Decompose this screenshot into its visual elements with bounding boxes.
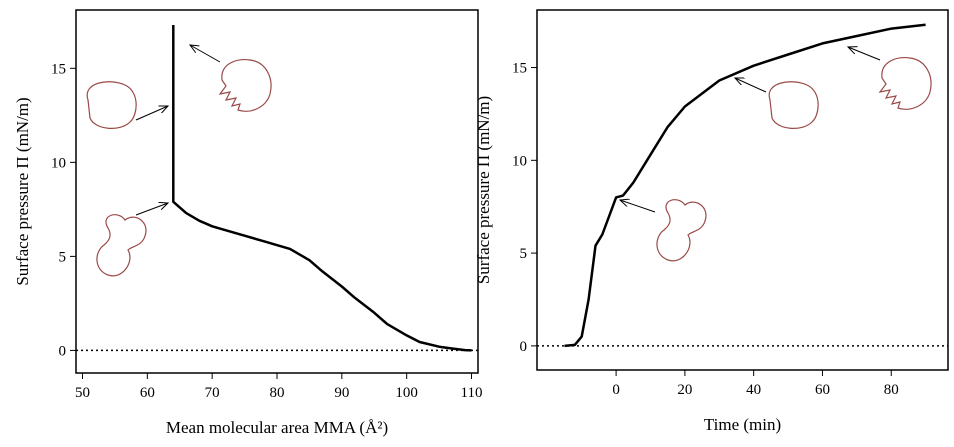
data-line <box>172 25 472 352</box>
arrow <box>190 45 221 63</box>
panel: 0 5 10 15 50 60 70 80 90 100 110 Mean molecular are… <box>13 9 483 437</box>
x-tick-label: 110 <box>461 385 483 401</box>
panel: 0 5 10 15 0 20 40 60 80 Time (min) Surface pressur… <box>474 9 949 434</box>
x-tick-label: 60 <box>815 382 830 398</box>
x-tick-label: 90 <box>334 385 349 401</box>
y-tick-label: 15 <box>51 61 66 77</box>
x-tick-label: 80 <box>884 382 899 398</box>
x-axis-label: Mean molecular area MMA (Å²) <box>166 418 388 437</box>
y-axis-label: Surface pressure Π (mN/m) <box>474 96 493 284</box>
y-tick-label: 15 <box>512 61 527 77</box>
vesicle-round <box>86 81 137 129</box>
y-tick-label: 5 <box>520 246 528 262</box>
x-tick-label: 50 <box>75 385 90 401</box>
y-tick-label: 0 <box>520 339 528 355</box>
arrow <box>848 47 881 61</box>
x-axis-label: Time (min) <box>704 415 781 434</box>
arrow <box>135 203 168 216</box>
y-tick-label: 10 <box>512 153 527 169</box>
vesicle-fractal <box>218 59 272 112</box>
x-tick-label: 40 <box>746 382 761 398</box>
vesicle-round <box>768 81 819 129</box>
x-tick-label: 60 <box>140 385 155 401</box>
y-axis-label: Surface pressure Π (mN/m) <box>13 97 32 285</box>
vesicle-fractal <box>878 57 932 110</box>
plot-frame <box>75 9 479 374</box>
y-tick-label: 10 <box>51 155 66 171</box>
x-tick-label: 0 <box>612 382 620 398</box>
y-tick-label: 5 <box>59 249 67 265</box>
arrow <box>735 78 767 93</box>
arrow <box>135 106 168 121</box>
illustrations <box>86 45 932 277</box>
vesicle-lobed <box>96 214 147 277</box>
y-tick-label: 0 <box>59 343 67 359</box>
arrow <box>620 200 656 213</box>
plot-frame <box>536 9 949 371</box>
data-line <box>564 23 926 348</box>
x-tick-label: 70 <box>205 385 220 401</box>
x-tick-label: 80 <box>270 385 285 401</box>
x-tick-label: 100 <box>395 385 418 401</box>
x-tick-label: 20 <box>677 382 692 398</box>
vesicle-lobed <box>656 199 707 262</box>
